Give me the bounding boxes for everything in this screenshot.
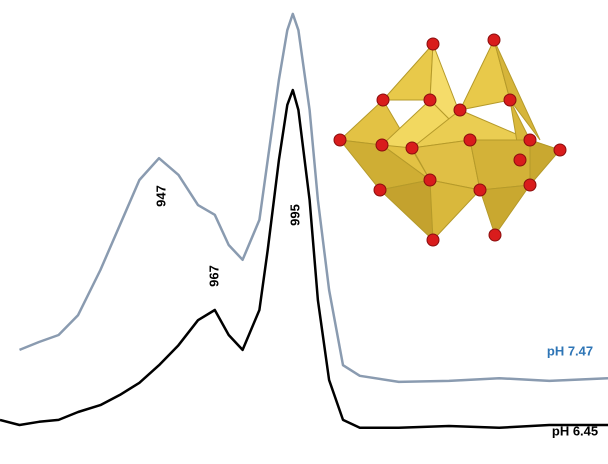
facet	[493, 39, 541, 141]
spectrum-line	[0, 88, 608, 430]
facet	[479, 184, 532, 237]
facet	[529, 139, 561, 187]
series-label: pH 6.45	[552, 423, 598, 438]
polyoxometalate-structure	[333, 33, 567, 247]
peak-label: 995	[287, 204, 302, 226]
spectrum-line	[19, 12, 608, 384]
oxygen-atoms	[333, 33, 567, 247]
peak-label: 967	[206, 265, 221, 287]
series-label: pH 7.47	[547, 343, 593, 358]
peak-label: 947	[153, 185, 168, 207]
facet	[459, 38, 511, 111]
facet	[381, 42, 434, 101]
facet	[429, 179, 481, 242]
facet	[378, 179, 434, 242]
